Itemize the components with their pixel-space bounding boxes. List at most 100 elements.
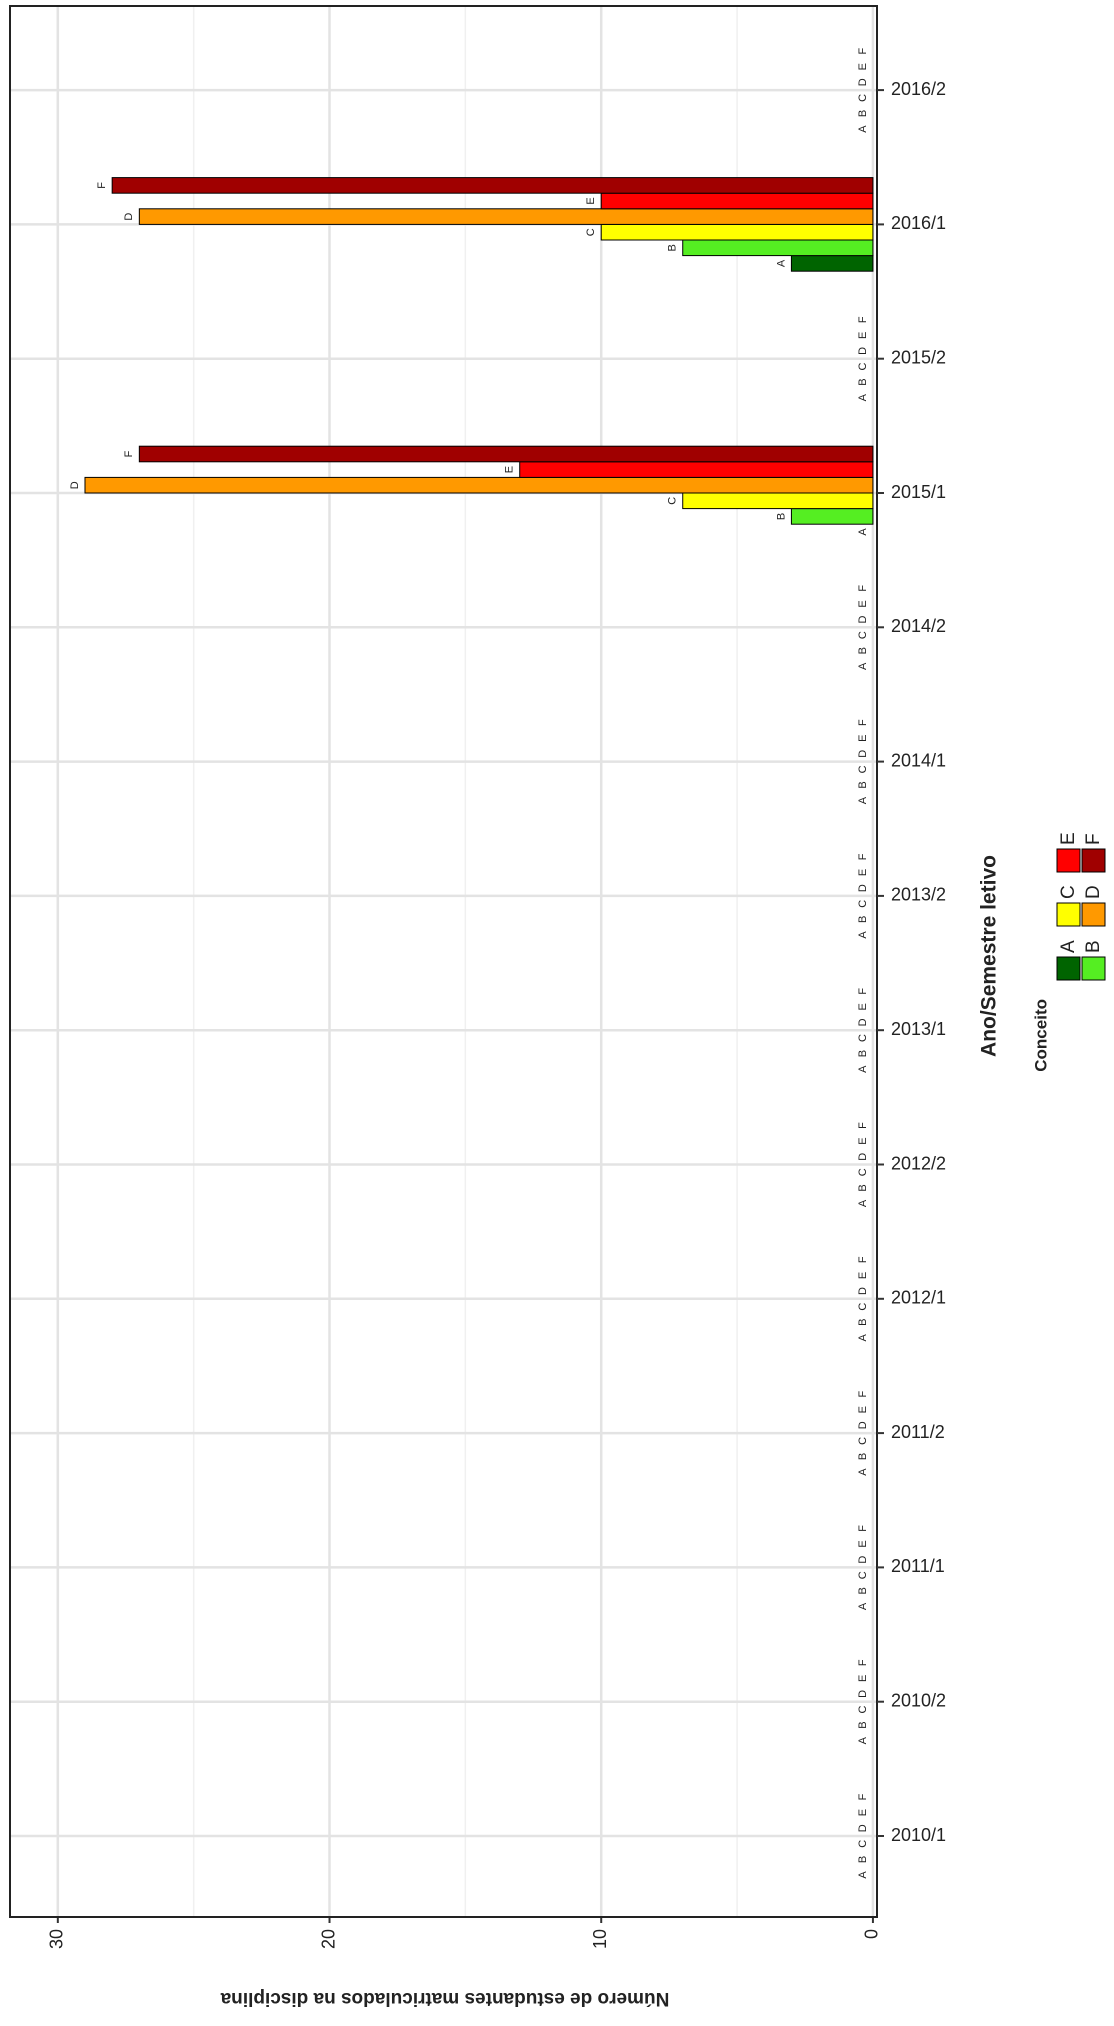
bar xyxy=(84,476,874,494)
bar-letter-label: D xyxy=(857,1421,869,1429)
bar-letter-label: A xyxy=(857,1602,869,1610)
bar-letter-label: C xyxy=(857,1437,869,1445)
x-tick-label: 2010/2 xyxy=(891,1690,946,1710)
legend-label: E xyxy=(1058,832,1079,845)
bar-letter-label: E xyxy=(857,869,869,876)
bar-letter-label: A xyxy=(857,1468,869,1476)
bar-letter-label: B xyxy=(857,110,869,117)
bar-letter-label: B xyxy=(857,378,869,385)
panel-border xyxy=(9,5,878,1918)
bar-letter-label: D xyxy=(69,481,81,489)
bar-letter-label: D xyxy=(123,213,135,221)
bar-letter-label: E xyxy=(857,1137,869,1144)
legend-label: A xyxy=(1058,940,1079,953)
bar-letter-label: F xyxy=(857,1256,869,1263)
bar xyxy=(682,492,874,510)
y-axis-title: Número de estudantes matriculados na dis… xyxy=(220,1988,669,2009)
x-tick-label: 2011/2 xyxy=(891,1422,945,1442)
bar-letter-label: C xyxy=(857,631,869,639)
x-tick-label: 2010/1 xyxy=(891,1825,946,1845)
bar-letter-label: D xyxy=(857,1153,869,1161)
legend-label: F xyxy=(1083,833,1104,845)
bar-letter-label: E xyxy=(504,466,516,473)
bar xyxy=(790,255,874,272)
x-tick-label: 2013/2 xyxy=(891,885,946,905)
bar-letter-label: F xyxy=(857,1525,869,1532)
bar-letter-label: A xyxy=(857,125,869,133)
bar-letter-label: F xyxy=(857,1793,869,1800)
bar-letter-label: C xyxy=(857,1571,869,1579)
legend-key xyxy=(1081,848,1106,873)
bar-letter-label: A xyxy=(857,1871,869,1879)
bar-letter-label: A xyxy=(857,931,869,939)
bar-letter-label: F xyxy=(857,1122,869,1129)
bar-letter-label: A xyxy=(857,1736,869,1744)
bar-letter-label: B xyxy=(857,1184,869,1191)
bar xyxy=(600,223,874,241)
bar-letter-label: F xyxy=(96,182,108,189)
bar-letter-label: E xyxy=(857,1540,869,1547)
x-axis-title: Ano/Semestre letivo xyxy=(978,855,1001,1057)
bar-letter-label: A xyxy=(857,1199,869,1207)
bar-letter-label: B xyxy=(857,1050,869,1057)
bar-letter-label: B xyxy=(857,647,869,654)
bar xyxy=(138,445,874,463)
bar-letter-label: B xyxy=(857,1721,869,1728)
bar-letter-label: D xyxy=(857,1018,869,1026)
legend-key xyxy=(1056,956,1081,981)
legend-label: B xyxy=(1083,940,1104,953)
y-tick-label: 0 xyxy=(862,1929,882,1939)
bar xyxy=(790,508,874,525)
x-tick-label: 2012/1 xyxy=(891,1288,946,1308)
bar-letter-label: B xyxy=(857,1856,869,1863)
bar-letter-label: C xyxy=(857,362,869,370)
bar-letter-label: B xyxy=(857,916,869,923)
bar-letter-label: F xyxy=(857,316,869,323)
bar-letter-label: A xyxy=(857,528,869,536)
bar-letter-label: A xyxy=(775,259,787,267)
bar-letter-label: E xyxy=(857,63,869,70)
bar-letter-label: F xyxy=(123,450,135,457)
bar-letter-label: E xyxy=(857,1406,869,1413)
bar-letter-label: B xyxy=(667,244,679,251)
bar-letter-label: E xyxy=(857,1003,869,1010)
bar-letter-label: E xyxy=(857,600,869,607)
bar-letter-label: D xyxy=(857,1287,869,1295)
legend-key xyxy=(1081,902,1106,927)
legend-key xyxy=(1056,848,1081,873)
x-tick-label: 2011/1 xyxy=(891,1556,945,1576)
x-tick-label: 2015/1 xyxy=(891,482,946,502)
bar-letter-label: C xyxy=(857,765,869,773)
bar-letter-label: C xyxy=(667,497,679,505)
bar-letter-label: D xyxy=(857,1824,869,1832)
bar-letter-label: C xyxy=(857,1303,869,1311)
bar-letter-label: B xyxy=(857,1319,869,1326)
x-tick-label: 2014/2 xyxy=(891,616,946,636)
bar-letter-label: F xyxy=(857,853,869,860)
x-tick-label: 2015/2 xyxy=(891,347,946,367)
bar-letter-label: D xyxy=(857,1690,869,1698)
bar-letter-label: D xyxy=(857,347,869,355)
bar-letter-label: B xyxy=(857,1587,869,1594)
bar-letter-label: A xyxy=(857,796,869,804)
bar-letter-label: F xyxy=(857,1390,869,1397)
bar-letter-label: A xyxy=(857,662,869,670)
bar-letter-label: D xyxy=(857,615,869,623)
bar-letter-label: F xyxy=(857,585,869,592)
bar-letter-label: C xyxy=(857,900,869,908)
bar xyxy=(682,239,874,257)
y-tick-label: 20 xyxy=(318,1929,338,1949)
bar-letter-label: F xyxy=(857,988,869,995)
bar-letter-label: F xyxy=(857,47,869,54)
legend-label: C xyxy=(1058,885,1079,899)
bar-letter-label: A xyxy=(857,1333,869,1341)
legend-key xyxy=(1056,902,1081,927)
legend-title: Conceito xyxy=(1031,999,1050,1072)
legend-label: D xyxy=(1083,885,1104,899)
bar-letter-label: D xyxy=(857,750,869,758)
bar-letter-label: D xyxy=(857,884,869,892)
panel-background xyxy=(10,6,877,1917)
bar-letter-label: F xyxy=(857,1659,869,1666)
bar-letter-label: C xyxy=(857,1705,869,1713)
